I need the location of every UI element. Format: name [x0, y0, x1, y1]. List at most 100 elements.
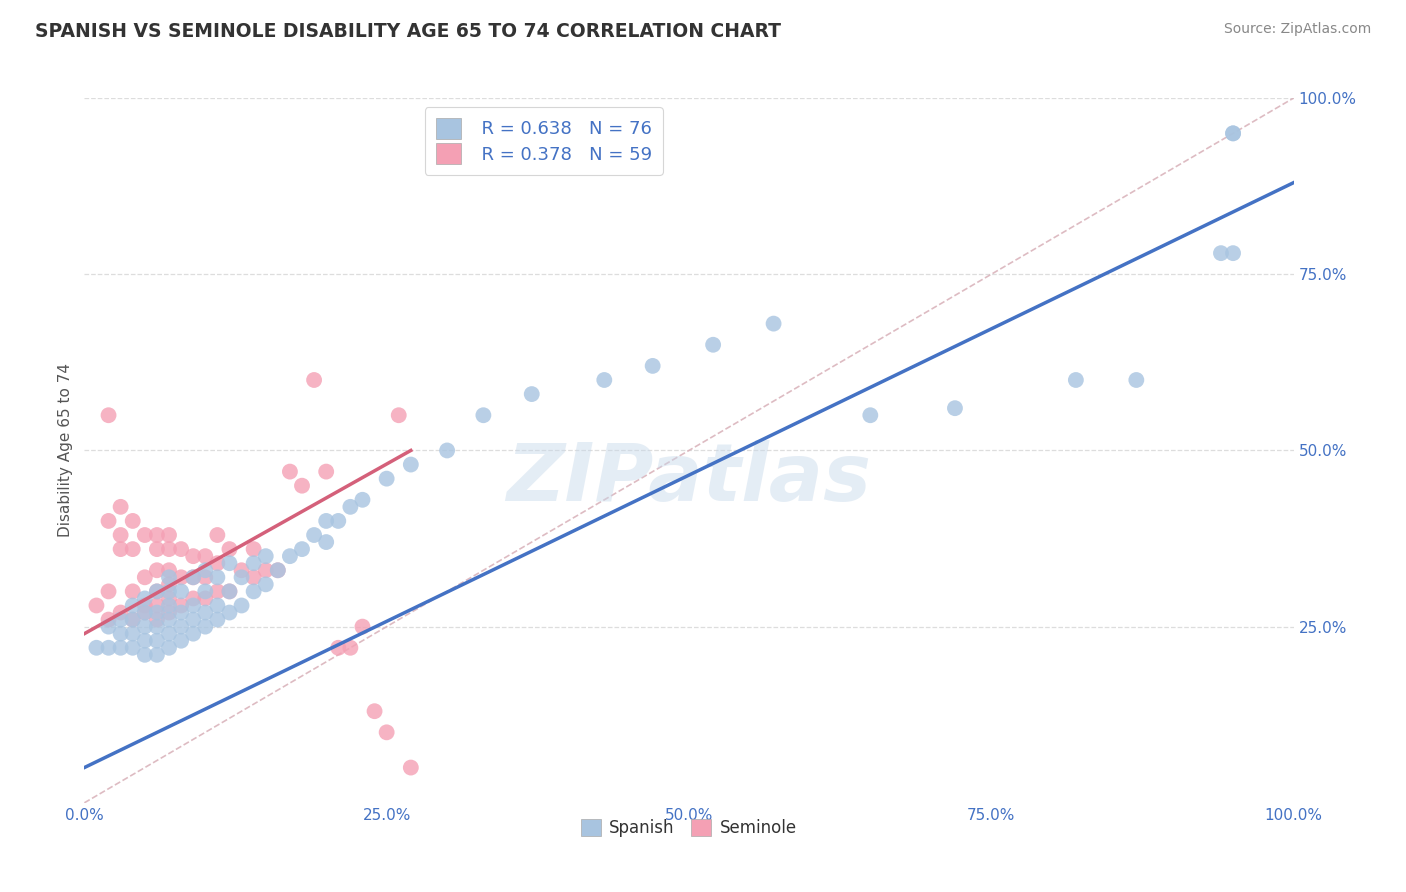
Point	[97, 619, 120, 633]
Point	[207, 528, 229, 542]
Point	[97, 408, 120, 422]
Point	[121, 640, 143, 655]
Point	[146, 584, 169, 599]
Point	[97, 613, 120, 627]
Point	[146, 613, 169, 627]
Point	[702, 338, 724, 352]
Point	[181, 591, 204, 606]
Point	[254, 549, 277, 564]
Point	[231, 570, 253, 584]
Point	[242, 542, 264, 557]
Point	[267, 563, 290, 577]
Point	[181, 549, 204, 564]
Point	[328, 514, 350, 528]
Point	[134, 619, 156, 633]
Point	[134, 633, 156, 648]
Point	[339, 500, 361, 514]
Point	[134, 606, 156, 620]
Point	[352, 492, 374, 507]
Legend: Spanish, Seminole: Spanish, Seminole	[574, 813, 804, 844]
Point	[121, 613, 143, 627]
Point	[242, 570, 264, 584]
Point	[593, 373, 616, 387]
Point	[170, 542, 193, 557]
Point	[218, 606, 240, 620]
Point	[315, 465, 337, 479]
Point	[436, 443, 458, 458]
Point	[157, 591, 180, 606]
Point	[352, 619, 374, 633]
Point	[388, 408, 411, 422]
Point	[134, 606, 156, 620]
Point	[157, 640, 180, 655]
Point	[121, 542, 143, 557]
Point	[194, 563, 217, 577]
Point	[194, 591, 217, 606]
Point	[110, 626, 132, 640]
Point	[218, 556, 240, 570]
Point	[399, 458, 422, 472]
Point	[267, 563, 290, 577]
Point	[859, 408, 882, 422]
Point	[170, 570, 193, 584]
Point	[134, 591, 156, 606]
Point	[86, 640, 108, 655]
Point	[1222, 246, 1244, 260]
Point	[520, 387, 543, 401]
Point	[146, 606, 169, 620]
Point	[121, 626, 143, 640]
Point	[181, 626, 204, 640]
Point	[207, 570, 229, 584]
Point	[170, 619, 193, 633]
Point	[170, 584, 193, 599]
Point	[291, 478, 314, 492]
Point	[110, 640, 132, 655]
Point	[207, 584, 229, 599]
Point	[291, 542, 314, 557]
Point	[315, 535, 337, 549]
Point	[194, 619, 217, 633]
Point	[146, 619, 169, 633]
Point	[231, 599, 253, 613]
Point	[1222, 127, 1244, 141]
Point	[181, 599, 204, 613]
Point	[134, 570, 156, 584]
Point	[339, 640, 361, 655]
Point	[157, 606, 180, 620]
Point	[254, 563, 277, 577]
Point	[1209, 246, 1232, 260]
Point	[134, 528, 156, 542]
Point	[207, 556, 229, 570]
Text: ZIPatlas: ZIPatlas	[506, 440, 872, 517]
Point	[278, 549, 301, 564]
Point	[1064, 373, 1087, 387]
Point	[157, 599, 180, 613]
Point	[218, 542, 240, 557]
Point	[146, 599, 169, 613]
Point	[110, 528, 132, 542]
Point	[194, 606, 217, 620]
Point	[121, 599, 143, 613]
Point	[97, 584, 120, 599]
Point	[157, 613, 180, 627]
Point	[134, 648, 156, 662]
Point	[242, 584, 264, 599]
Point	[146, 633, 169, 648]
Point	[242, 556, 264, 570]
Point	[146, 542, 169, 557]
Point	[157, 577, 180, 591]
Point	[375, 725, 398, 739]
Point	[207, 613, 229, 627]
Point	[194, 584, 217, 599]
Point	[1125, 373, 1147, 387]
Point	[375, 472, 398, 486]
Point	[194, 570, 217, 584]
Point	[762, 317, 785, 331]
Y-axis label: Disability Age 65 to 74: Disability Age 65 to 74	[58, 363, 73, 538]
Point	[97, 640, 120, 655]
Point	[231, 563, 253, 577]
Point	[363, 704, 385, 718]
Point	[97, 514, 120, 528]
Point	[472, 408, 495, 422]
Point	[194, 549, 217, 564]
